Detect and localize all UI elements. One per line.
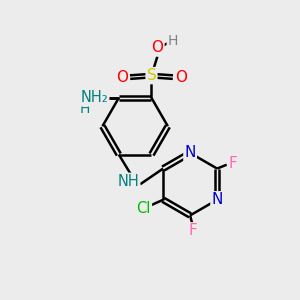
Text: F: F <box>228 156 237 171</box>
Text: H: H <box>79 91 89 105</box>
Text: NH₂: NH₂ <box>80 90 108 105</box>
Text: H: H <box>168 34 178 48</box>
Text: F: F <box>188 223 197 238</box>
Text: O: O <box>152 40 164 56</box>
Text: H: H <box>80 102 90 116</box>
Text: N: N <box>212 192 223 207</box>
Text: S: S <box>147 68 156 83</box>
Text: O: O <box>175 70 187 85</box>
Text: NH: NH <box>117 174 139 189</box>
Text: N: N <box>184 146 196 160</box>
Text: Cl: Cl <box>136 201 151 216</box>
Text: O: O <box>116 70 128 85</box>
Text: N: N <box>88 90 99 105</box>
